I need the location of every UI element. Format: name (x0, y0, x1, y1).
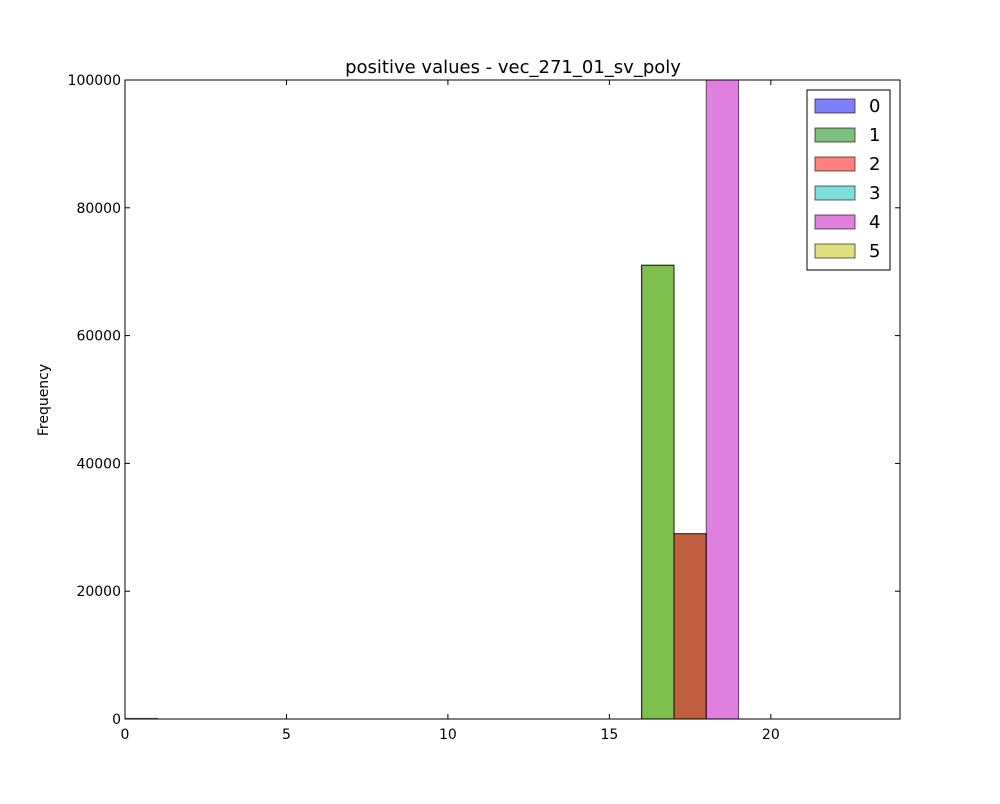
plot-area: 0 5 10 15 20 0 20000 40000 60000 80000 100000 0 1 2 3 4… (68, 73, 901, 743)
legend-label-2: 2 (869, 154, 880, 175)
bar-series-4-bin-0 (705, 79, 740, 720)
y-axis-label: Frequency (36, 364, 52, 436)
series-4-bars (705, 79, 740, 720)
legend-swatch-0 (814, 98, 856, 114)
y-tick-label: 60000 (76, 329, 121, 345)
legend-label-5: 5 (869, 241, 880, 262)
legend-swatch-3 (814, 185, 856, 201)
x-tick-label: 20 (762, 727, 780, 743)
y-tick-label: 0 (112, 712, 121, 728)
chart-title: positive values - vec_271_01_sv_poly (345, 57, 681, 78)
y-tick-label: 80000 (76, 201, 121, 217)
legend-box (806, 89, 891, 271)
bar-series-2-bin-0 (673, 533, 707, 720)
legend-swatch-1 (814, 127, 856, 143)
bar-series-5-bin-0 (641, 264, 675, 720)
legend-label-1: 1 (869, 125, 880, 146)
y-tick-label: 20000 (76, 584, 121, 600)
x-tick-label: 10 (439, 727, 457, 743)
legend-label-3: 3 (869, 183, 880, 204)
legend: 0 1 2 3 4 5 (806, 89, 891, 271)
legend-label-4: 4 (869, 212, 880, 233)
x-tick-label: 5 (282, 727, 291, 743)
x-tick-label: 15 (600, 727, 618, 743)
legend-swatch-4 (814, 214, 856, 230)
legend-swatch-5 (814, 243, 856, 259)
legend-swatch-2 (814, 156, 856, 172)
series-5-bars (641, 264, 675, 720)
y-tick-label: 40000 (76, 456, 121, 472)
legend-label-0: 0 (869, 96, 880, 117)
y-tick-label: 100000 (68, 73, 121, 89)
series-2-bars (673, 533, 707, 720)
axes-frame (124, 79, 901, 720)
x-tick-label: 0 (121, 727, 130, 743)
